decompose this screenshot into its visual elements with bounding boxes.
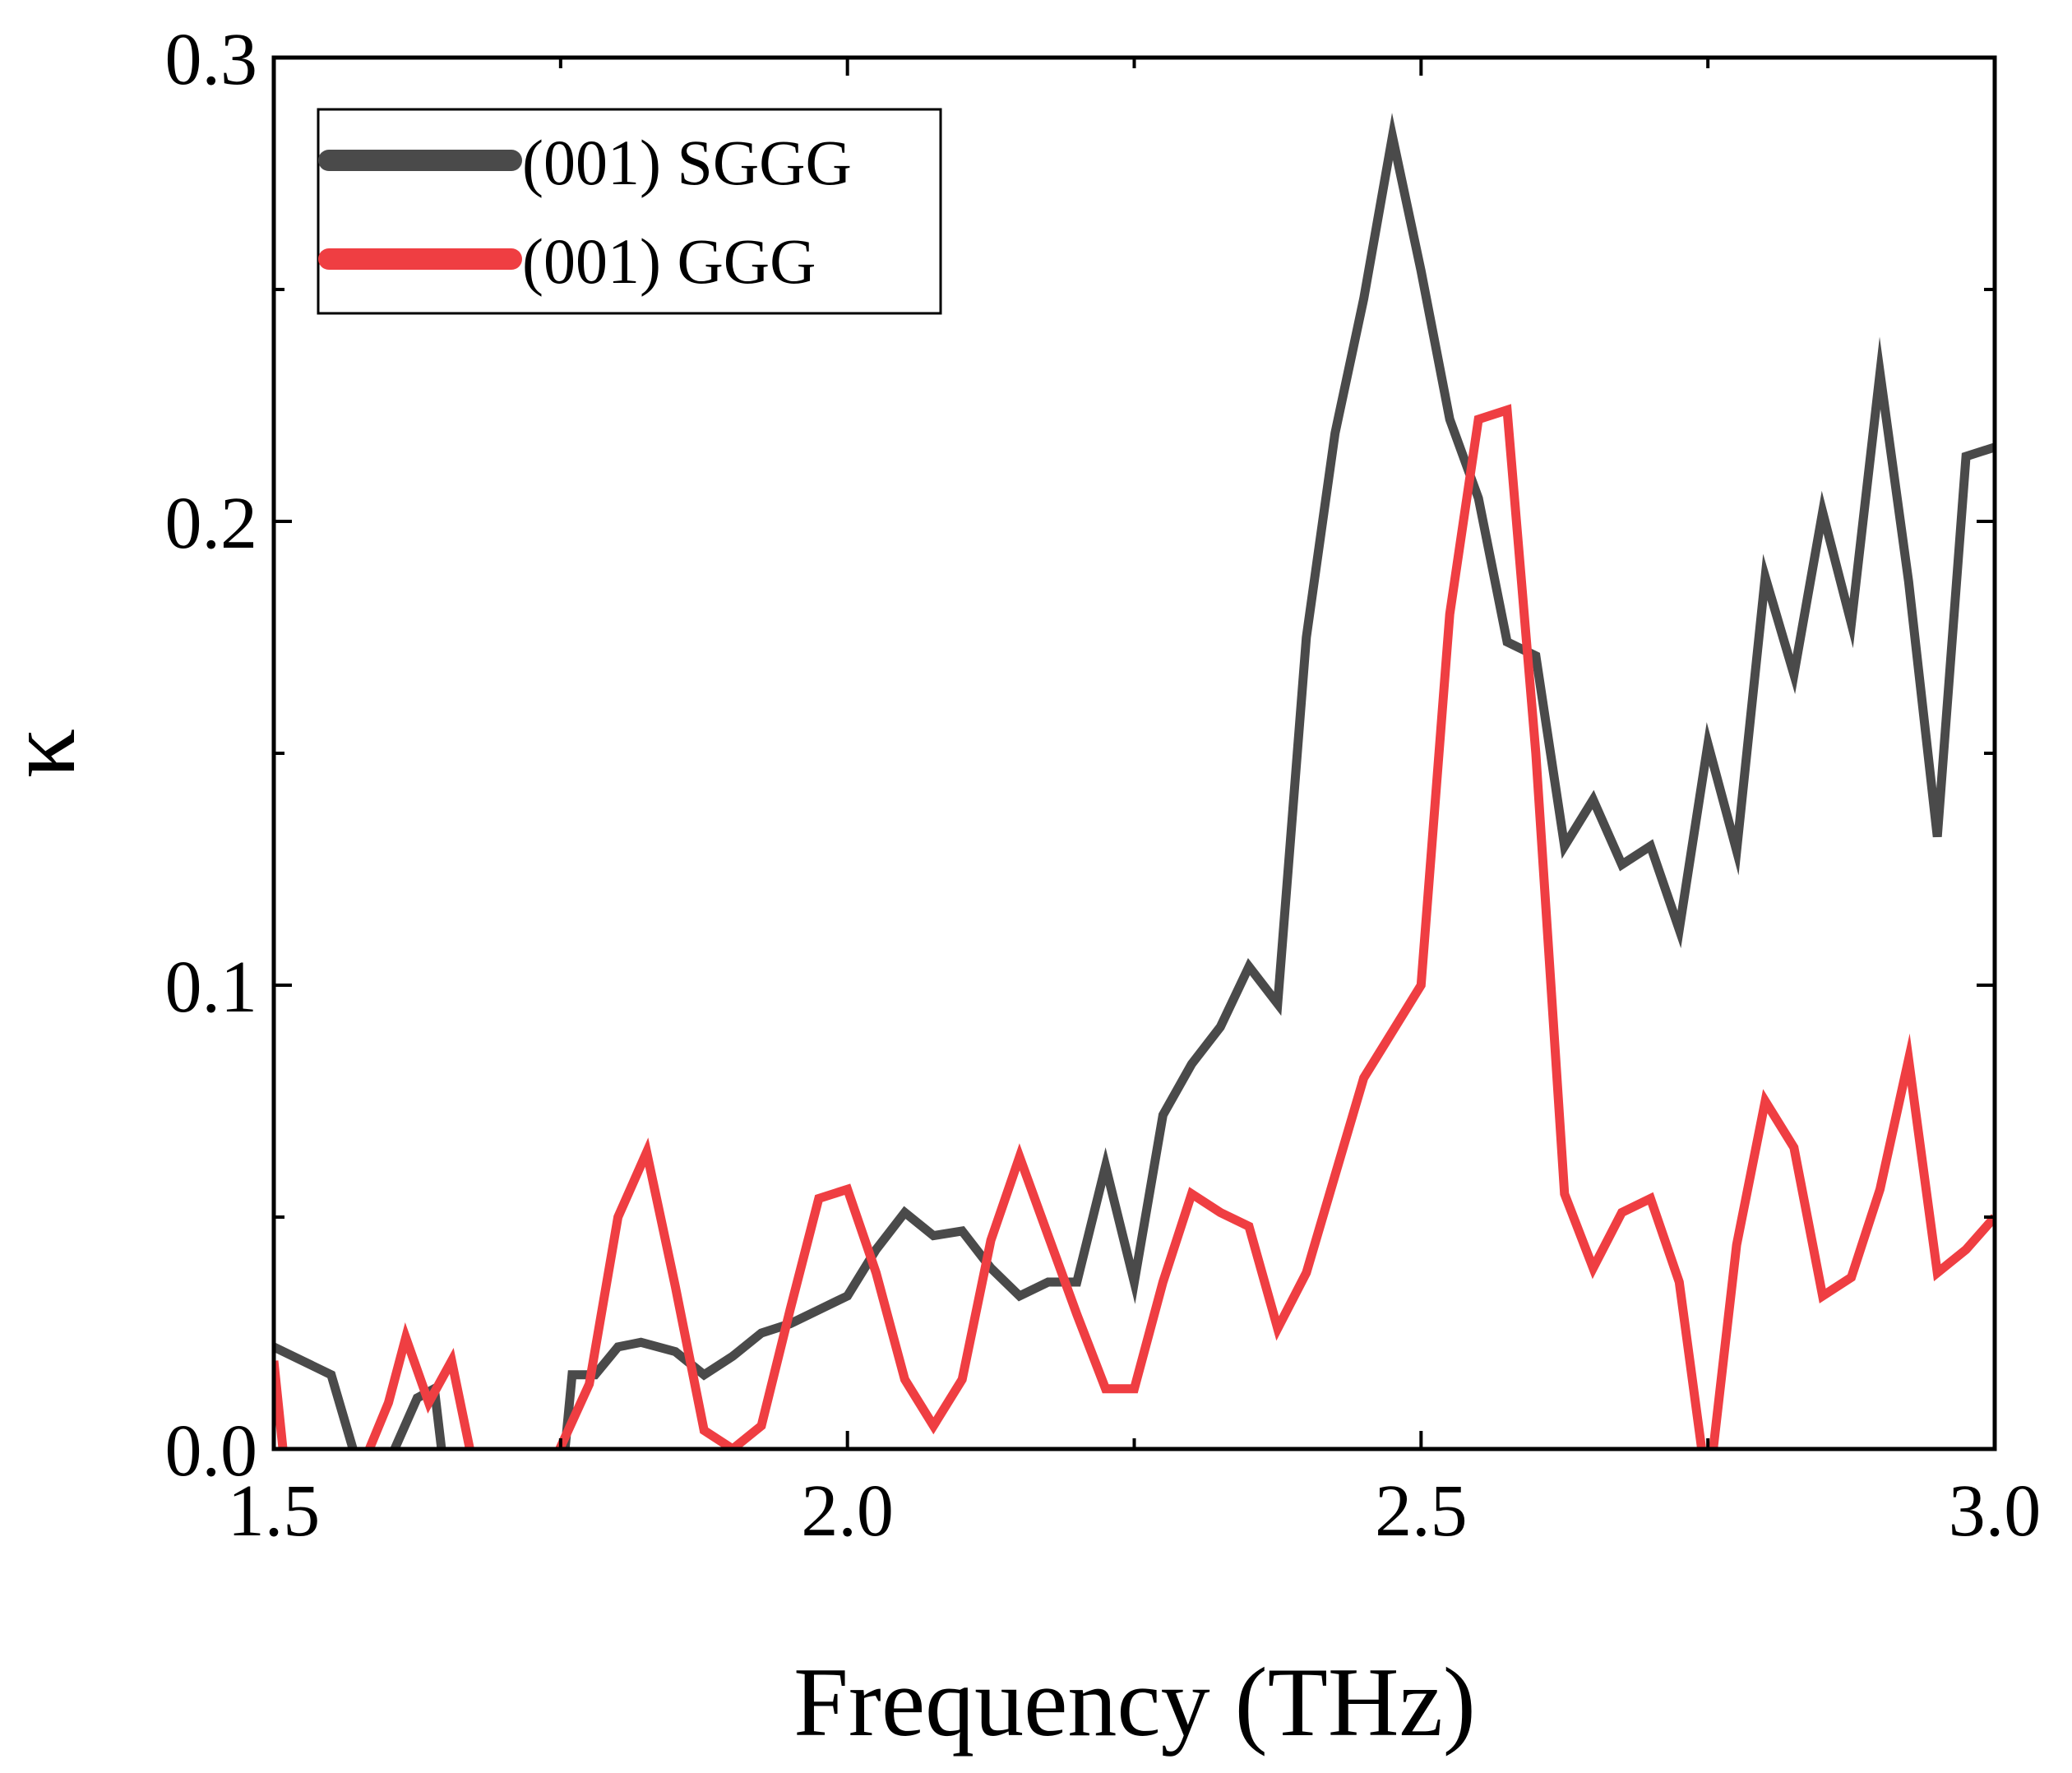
y-tick-label-1: 0.1 [165,947,258,1028]
x-tick-label-0: 1.5 [228,1470,321,1552]
series-layer [274,113,1995,1449]
y-tick-label-2: 0.2 [165,483,258,564]
y-tick-label-0: 0.0 [165,1410,258,1492]
series-line-0 [274,113,1995,1449]
ticks-layer [272,56,1996,1451]
tick-labels-layer: 1.5 2.0 2.5 3.0 0.0 0.1 0.2 0.3 [165,19,2042,1552]
legend: (001) SGGG (001) GGG [317,108,942,315]
legend-label-ggg: (001) GGG [522,225,816,297]
legend-box [317,108,942,315]
y-axis-label: κ [0,729,95,778]
x-tick-label-1: 2.0 [801,1470,894,1552]
series-line-1 [274,404,1995,1449]
y-tick-label-3: 0.3 [165,19,258,100]
x-tick-label-3: 3.0 [1949,1470,2042,1552]
legend-label-sggg: (001) SGGG [522,127,852,198]
x-tick-label-2: 2.5 [1375,1470,1468,1552]
x-axis-label: Frequency (THz) [793,1647,1476,1757]
